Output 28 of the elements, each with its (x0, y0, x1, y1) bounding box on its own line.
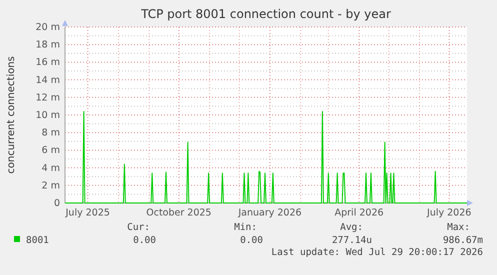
y-tick-label: 8 m (42, 128, 60, 139)
text: Min: (234, 222, 257, 233)
y-tick-label: 18 m (36, 40, 60, 51)
text: Cur: (127, 222, 150, 233)
y-tick-label: 4 m (42, 162, 60, 174)
y-tick-label: 14 m (36, 74, 60, 86)
text: Max: (447, 222, 470, 233)
y-tick-label: 10 m (36, 110, 60, 122)
text: 0.00 (133, 235, 156, 246)
legend-label: 8001 (26, 235, 50, 246)
x-tick-label: January 2026 (237, 208, 302, 219)
y-tick-label: 12 m (36, 92, 60, 104)
y-tick-label: 2 m (42, 180, 60, 192)
chart-title: TCP port 8001 connection count - by year (140, 7, 391, 21)
x-tick-label: July 2026 (426, 208, 472, 219)
y-axis-title: concurrent connections (6, 56, 17, 174)
text: Last update: Wed Jul 29 20:00:17 2026 (271, 247, 484, 258)
y-tick-label: 16 m (36, 57, 60, 68)
text: Avg: (340, 222, 363, 233)
x-tick-label: April 2026 (334, 208, 384, 219)
y-tick-label: 20 m (36, 22, 60, 34)
x-tick-label: July 2025 (64, 208, 110, 219)
text: 986.67m (442, 235, 484, 246)
text: 277.14u (332, 235, 372, 246)
y-tick-label: 6 m (42, 145, 60, 156)
y-tick-label: 0 (54, 198, 60, 210)
text: 0.00 (240, 235, 264, 246)
x-tick-label: October 2025 (146, 208, 212, 219)
